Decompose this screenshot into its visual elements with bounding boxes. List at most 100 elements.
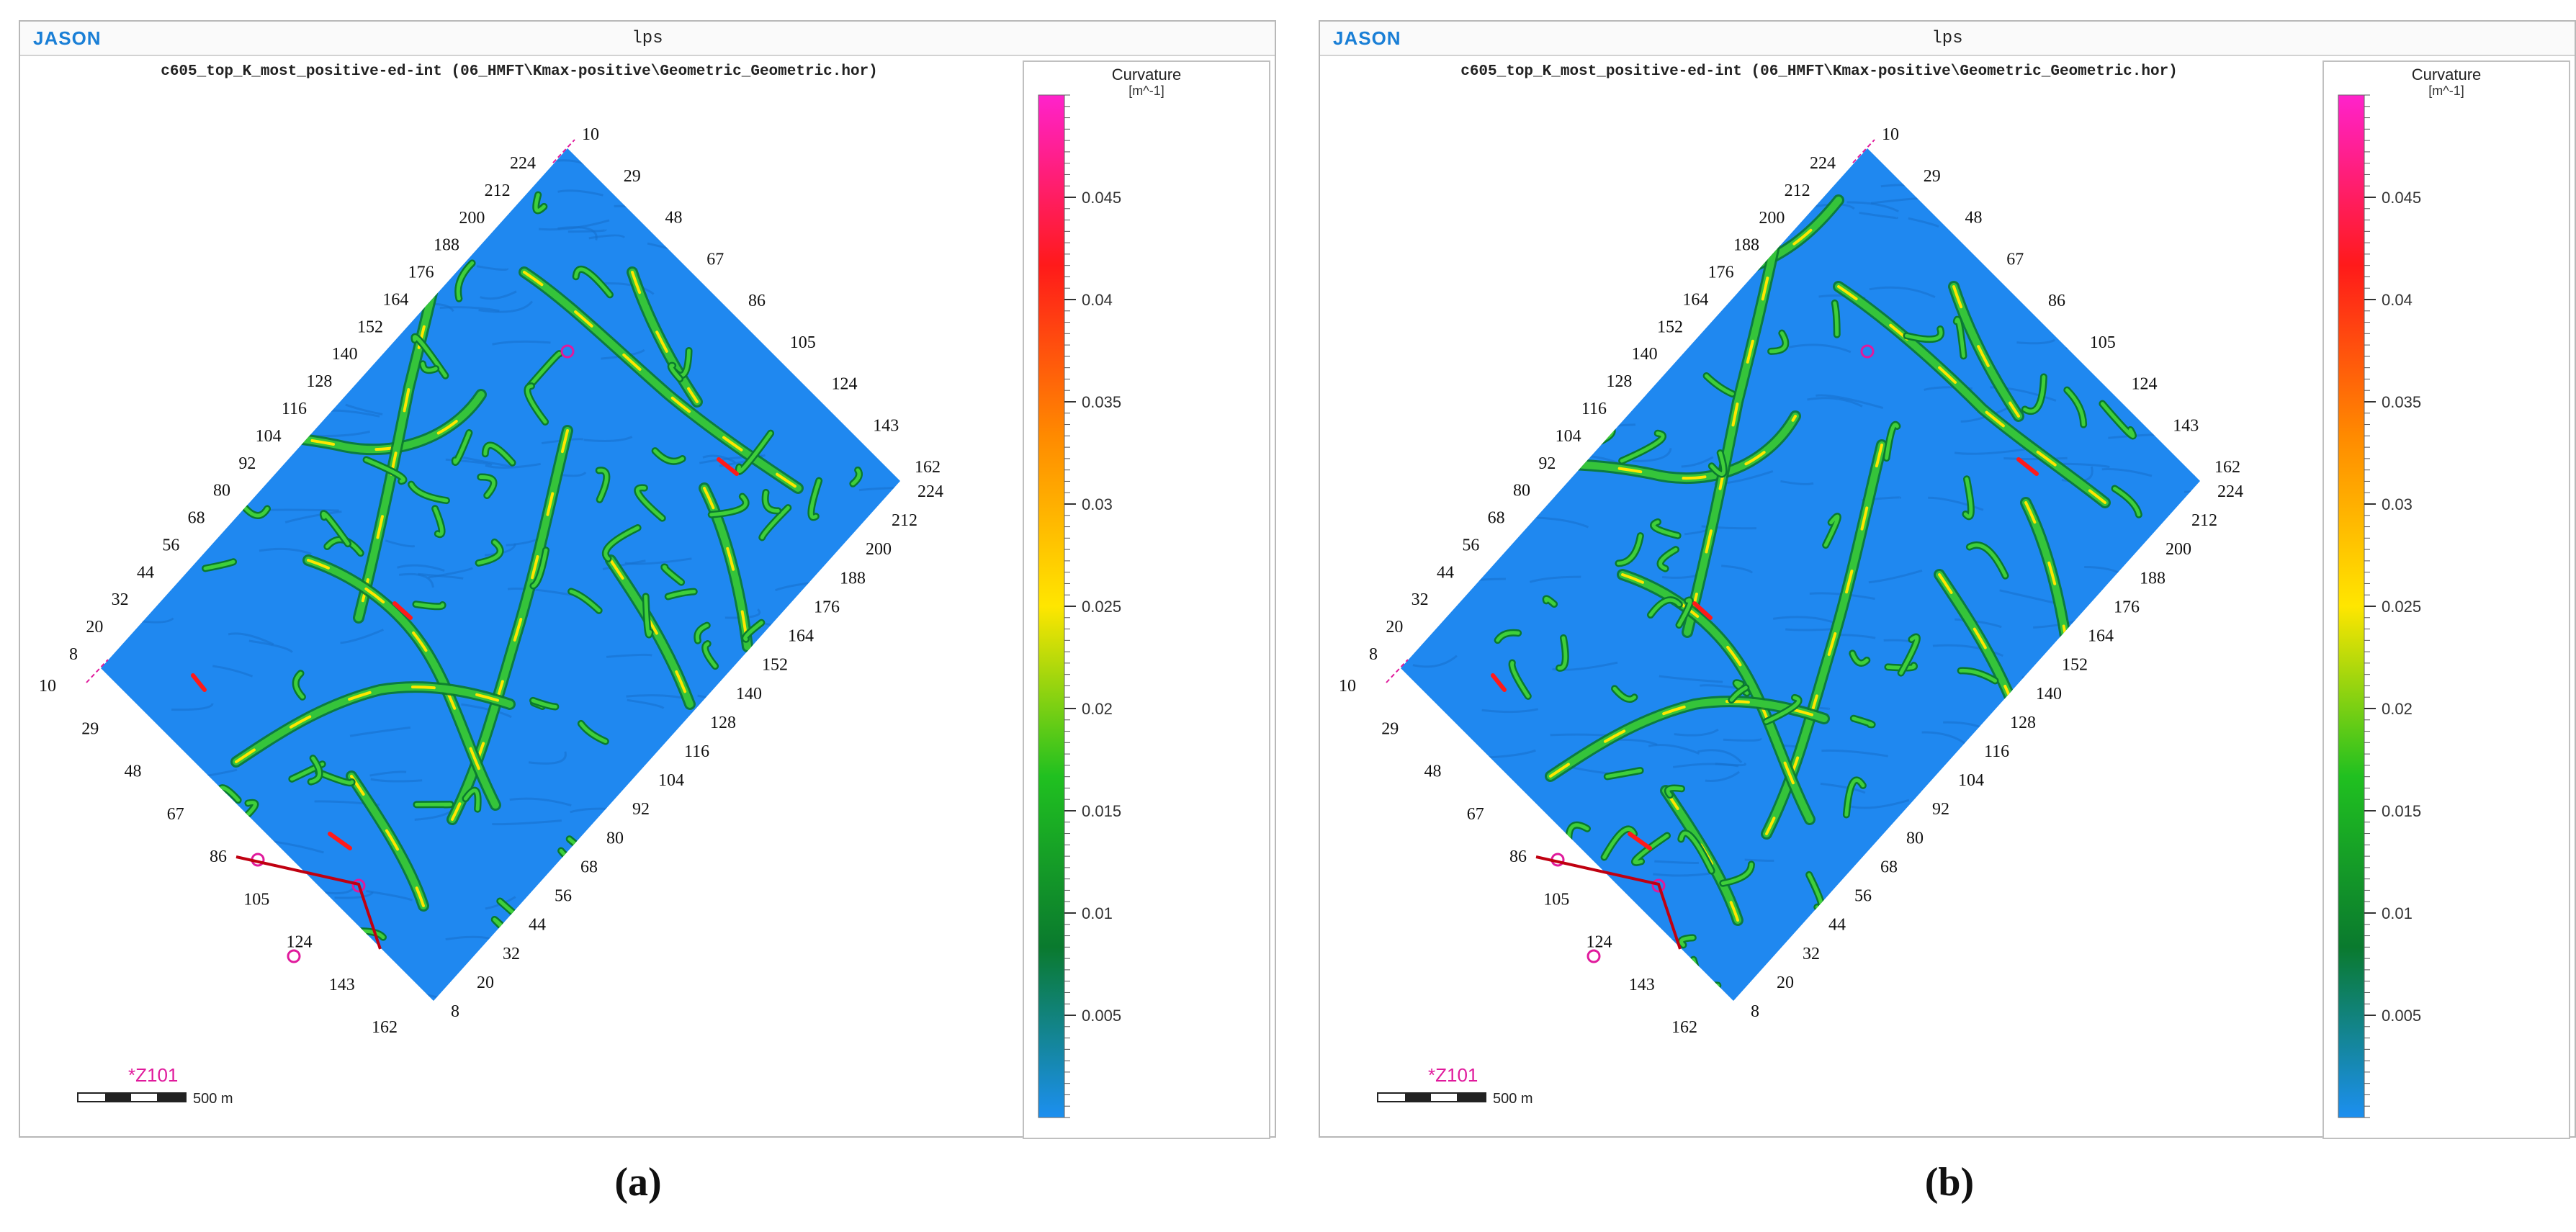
survey-line-marker — [1386, 659, 1409, 683]
texture-stroke — [1649, 971, 1689, 984]
fracture-seg-halo — [122, 385, 137, 417]
texture-stroke — [1484, 749, 1536, 759]
fracture-seg — [478, 475, 496, 498]
inline-tick-label: 152 — [2062, 656, 2088, 675]
texture-stroke — [163, 380, 212, 385]
inline-tick-label: 8 — [451, 1002, 459, 1021]
texture-stroke — [183, 382, 215, 388]
well-marker-icon[interactable] — [1860, 344, 1875, 359]
fracture-seg-halo — [2081, 796, 2111, 835]
curvature-map-view[interactable]: 224 212 200 188 176 164 152 140 128 116 104 92 80 68 5… — [20, 56, 1018, 1136]
fracture-seg — [662, 565, 683, 585]
curvature-map-canvas[interactable]: 2242122001881761641521401281161049280685… — [1320, 56, 2318, 1136]
colorbar-tick-label: 0.045 — [1082, 189, 1121, 207]
fracture-seg — [834, 282, 843, 318]
texture-stroke — [2035, 197, 2102, 213]
fracture-seg — [709, 495, 748, 517]
inline-tick-label: 32 — [1803, 945, 1820, 963]
crossline-tick-label: 10 — [582, 125, 599, 144]
fracture-seg — [2161, 190, 2171, 220]
texture-stroke — [697, 694, 737, 708]
inline-tick-label: 164 — [2088, 627, 2114, 646]
well-marker-icon[interactable] — [1651, 878, 1666, 893]
texture-stroke — [2129, 680, 2162, 686]
fracture-seg-halo — [2091, 797, 2106, 824]
inline-tick-label: 152 — [357, 318, 383, 336]
inline-tick-label: 80 — [1906, 829, 1924, 847]
texture-stroke — [416, 171, 455, 182]
fracture-seg — [1454, 924, 1484, 934]
texture-stroke — [397, 564, 445, 572]
fracture-seg — [412, 335, 447, 378]
fracture-seg — [1644, 929, 1656, 937]
inline-tick-label: 140 — [332, 345, 358, 364]
crossline-tick-label: 29 — [81, 719, 99, 738]
crossline-tick-label: 29 — [1381, 719, 1399, 738]
fracture-line — [1547, 698, 1828, 780]
fracture-seg — [2063, 213, 2089, 245]
texture-stroke — [810, 919, 879, 932]
texture-stroke — [1486, 243, 1520, 250]
texture-stroke — [842, 960, 900, 975]
fracture-seg — [2112, 487, 2141, 517]
inline-tick-label: 116 — [282, 400, 307, 418]
fracture-seg-halo — [133, 295, 174, 312]
fracture-seg — [321, 511, 350, 546]
inline-tick-label: 212 — [485, 181, 511, 200]
inline-tick-label: 104 — [658, 771, 684, 790]
fracture-seg — [2114, 878, 2144, 907]
inline-tick-label: 32 — [503, 945, 520, 963]
curvature-map-view[interactable]: 224 212 200 188 176 164 152 140 128 116 104 92 80 68 5… — [1320, 56, 2318, 1136]
fracture-seg — [2038, 925, 2060, 961]
fracture-seg — [217, 192, 258, 208]
fracture-seg — [1616, 534, 1643, 565]
texture-stroke — [1412, 655, 1458, 668]
fracture-seg — [691, 809, 726, 839]
fracture-seg — [562, 932, 587, 974]
fracture-seg — [2023, 375, 2046, 413]
inline-tick-label: 92 — [238, 454, 256, 473]
fracture-seg — [124, 386, 135, 415]
texture-stroke — [1555, 290, 1602, 299]
fracture-seg — [1648, 598, 1682, 617]
texture-stroke — [2089, 660, 2126, 665]
texture-stroke — [882, 616, 900, 629]
fracture-seg-halo — [2116, 810, 2158, 840]
inline-tick-label: 68 — [1488, 509, 1505, 528]
texture-stroke — [267, 508, 339, 512]
fracture-seg — [1963, 477, 1973, 518]
texture-stroke — [160, 257, 213, 274]
well-marker-icon[interactable] — [1587, 949, 1601, 963]
fracture-seg — [1544, 596, 1556, 606]
high-curvature-mark — [392, 601, 413, 620]
well-marker-icon[interactable] — [560, 344, 575, 359]
inline-tick-label: 20 — [477, 974, 494, 992]
crossline-tick-label: 10 — [1882, 125, 1899, 144]
texture-stroke — [143, 374, 194, 379]
map-caption: c605_top_K_most_positive-ed-int (06_HMFT… — [161, 63, 878, 80]
fracture-seg — [1769, 331, 1787, 354]
texture-stroke — [1565, 198, 1621, 205]
inline-tick-label: 212 — [1785, 181, 1810, 200]
well-marker-icon[interactable] — [287, 949, 301, 963]
texture-stroke — [1960, 406, 2011, 423]
inline-tick-label: 92 — [1932, 800, 1949, 819]
fracture-seg — [413, 602, 444, 608]
crossline-tick-label: 48 — [125, 763, 142, 781]
well-marker-icon[interactable] — [351, 878, 366, 893]
texture-stroke — [117, 396, 179, 411]
colorbar-gradient — [2338, 94, 2365, 1118]
fracture-seg — [1467, 333, 1484, 348]
crossline-tick-label: 143 — [873, 416, 899, 435]
texture-stroke — [259, 547, 312, 555]
texture-stroke — [492, 340, 551, 346]
curvature-map-canvas[interactable]: 2242122001881761641521401281161049280685… — [20, 56, 1018, 1136]
texture-stroke — [1654, 860, 1699, 864]
texture-stroke — [827, 849, 892, 864]
fracture-seg — [809, 479, 821, 519]
texture-stroke — [1859, 212, 1898, 220]
texture-stroke — [1493, 400, 1530, 408]
fracture-seg — [316, 770, 354, 785]
fracture-seg — [608, 942, 620, 982]
texture-stroke — [2184, 490, 2200, 500]
